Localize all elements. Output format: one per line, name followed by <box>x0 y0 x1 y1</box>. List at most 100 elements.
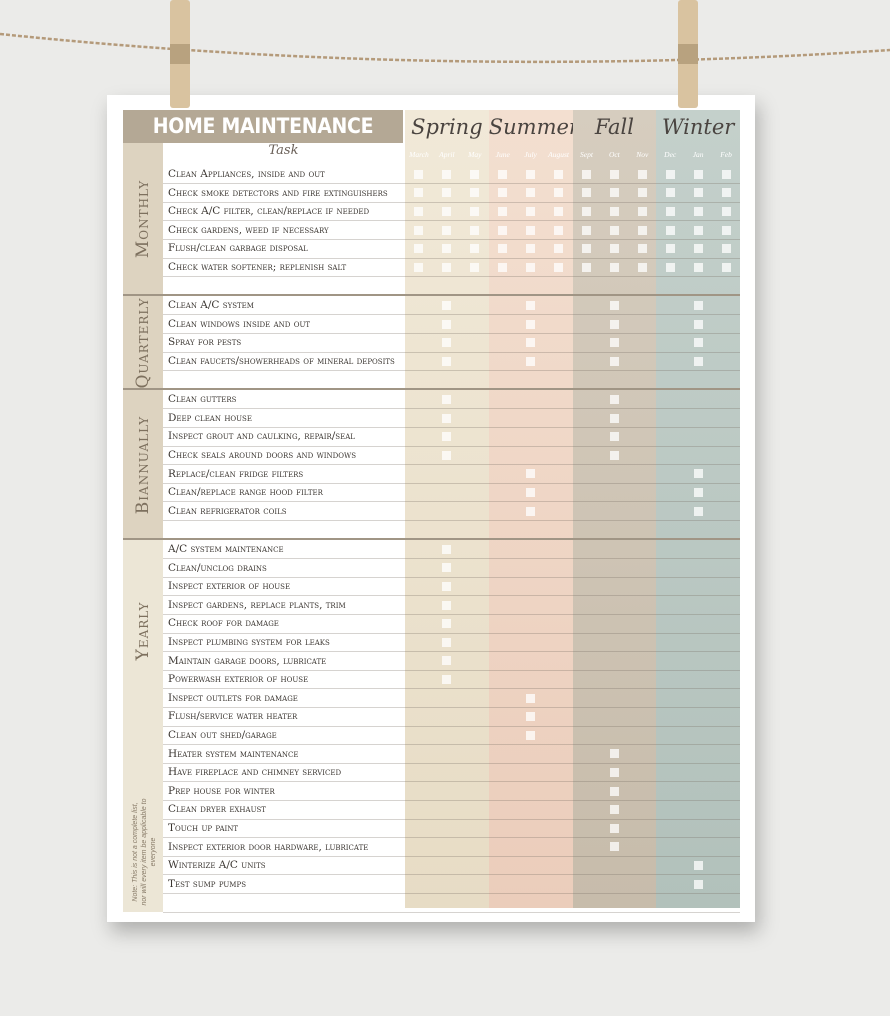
checkbox <box>470 262 480 272</box>
task-text: Clean/unclog drains <box>168 561 267 574</box>
checkbox <box>498 188 508 198</box>
month-label: April <box>439 150 455 159</box>
row-line <box>163 426 740 428</box>
checkbox <box>721 244 731 254</box>
checkbox <box>470 207 480 216</box>
checkbox <box>442 656 452 666</box>
season-column <box>405 110 489 908</box>
row-line <box>163 911 740 913</box>
month-label: June <box>495 150 510 159</box>
row-line <box>163 613 740 615</box>
checkbox <box>442 563 452 573</box>
row-line <box>163 314 740 316</box>
checkbox <box>637 207 647 216</box>
checkbox <box>609 188 619 198</box>
checkbox <box>721 188 731 198</box>
row-line <box>163 874 740 876</box>
checkbox <box>442 413 452 423</box>
checkbox <box>442 169 452 179</box>
checkbox <box>693 207 703 216</box>
task-text: Clean dryer exhaust <box>168 803 266 816</box>
checkbox <box>665 225 675 235</box>
checkbox <box>609 301 619 310</box>
month-label: Oct <box>608 150 620 159</box>
checkbox <box>609 749 619 759</box>
checkbox <box>609 823 619 833</box>
section-label: Biannually <box>133 415 153 514</box>
row-line <box>163 669 740 671</box>
task-column <box>163 390 405 539</box>
task-text: A/C system maintenance <box>168 543 284 555</box>
checkbox <box>498 207 508 216</box>
checkbox <box>470 225 480 235</box>
checkbox <box>665 244 675 254</box>
row-line <box>163 183 740 185</box>
checkbox <box>693 469 703 479</box>
row-line <box>163 632 740 634</box>
checkbox <box>498 244 508 254</box>
row-line <box>163 332 740 334</box>
checkbox <box>693 356 703 366</box>
checkbox <box>665 207 675 216</box>
checkbox <box>637 244 647 254</box>
checkbox <box>609 225 619 235</box>
checkbox <box>414 188 424 198</box>
checkbox <box>442 582 452 591</box>
checkbox <box>526 319 536 329</box>
checkbox <box>637 225 647 235</box>
month-label: May <box>468 150 482 159</box>
checkbox <box>637 169 647 179</box>
checkbox <box>609 338 619 348</box>
checkbox <box>693 244 703 254</box>
task-text: Check A/C filter, clean/replace if neede… <box>168 205 370 218</box>
checkbox <box>721 169 731 179</box>
checkbox <box>526 301 536 310</box>
checkbox <box>554 244 564 254</box>
task-text: Inspect plumbing system for leaks <box>168 636 330 648</box>
row-line <box>163 688 740 690</box>
checkbox <box>442 356 452 366</box>
row-line <box>163 744 740 746</box>
checkbox <box>609 319 619 329</box>
checkbox <box>693 319 703 329</box>
row-line <box>163 595 740 597</box>
task-text: Heater system maintenance <box>168 747 299 760</box>
checkbox <box>526 225 536 235</box>
task-text: Check water softener; replenish salt <box>168 261 347 273</box>
task-text: Inspect grout and caulking, repair/seal <box>168 430 355 443</box>
checkbox <box>526 730 536 740</box>
clothesline <box>0 0 890 108</box>
checkbox <box>609 262 619 272</box>
task-text: Flush/clean garbage disposal <box>168 242 308 255</box>
task-text: Clean A/C system <box>168 299 254 312</box>
checkbox <box>721 207 731 216</box>
checkbox <box>609 244 619 254</box>
row-line <box>163 855 740 857</box>
month-label: Dec <box>664 150 677 159</box>
row-line <box>163 799 740 801</box>
task-text: Inspect outlets for damage <box>168 691 298 704</box>
task-text: Inspect exterior door hardware, lubricat… <box>168 840 369 853</box>
checkbox <box>693 506 703 516</box>
task-text: Maintain garage doors, lubricate <box>168 654 327 667</box>
task-text: Spray for pests <box>168 336 242 349</box>
checkbox <box>581 207 591 216</box>
task-column <box>163 296 405 390</box>
checkbox <box>609 395 619 404</box>
row-line <box>163 482 740 484</box>
checkbox <box>581 225 591 235</box>
checkbox <box>526 712 536 722</box>
checkbox <box>665 188 675 198</box>
checkbox <box>442 395 452 404</box>
month-label: Feb <box>720 150 732 159</box>
checkbox <box>609 805 619 815</box>
checkbox <box>442 675 452 684</box>
checkbox <box>526 488 536 497</box>
checkbox <box>526 356 536 366</box>
row-line <box>163 276 740 278</box>
checkbox <box>442 619 452 629</box>
checkbox <box>693 169 703 179</box>
task-text: Clean faucets/showerheads of mineral dep… <box>168 355 395 367</box>
checkbox <box>442 207 452 216</box>
checkbox <box>609 768 619 777</box>
